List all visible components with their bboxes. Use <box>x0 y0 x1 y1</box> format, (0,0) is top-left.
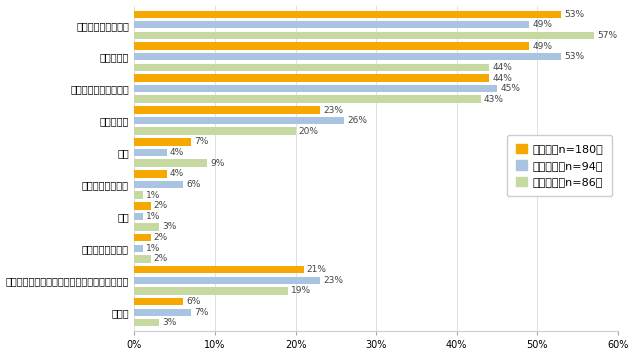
Text: 4%: 4% <box>170 169 184 178</box>
Bar <box>134 277 320 284</box>
Text: 7%: 7% <box>194 137 209 146</box>
Bar <box>134 309 191 316</box>
Text: 53%: 53% <box>565 52 585 61</box>
Text: 3%: 3% <box>162 318 176 327</box>
Text: 53%: 53% <box>565 10 585 19</box>
Bar <box>134 287 288 294</box>
Bar <box>134 170 167 178</box>
Bar <box>134 191 143 199</box>
Bar <box>134 223 158 231</box>
Text: 43%: 43% <box>484 95 504 104</box>
Bar <box>134 117 344 124</box>
Bar <box>134 138 191 146</box>
Text: 9%: 9% <box>210 158 224 168</box>
Text: 57%: 57% <box>597 31 617 40</box>
Text: 23%: 23% <box>323 105 343 115</box>
Text: 4%: 4% <box>170 148 184 157</box>
Bar <box>134 32 593 39</box>
Text: 1%: 1% <box>146 244 160 253</box>
Text: 20%: 20% <box>299 127 319 136</box>
Bar <box>134 21 529 28</box>
Bar <box>134 234 151 241</box>
Bar <box>134 213 143 220</box>
Text: 49%: 49% <box>533 42 552 51</box>
Bar <box>134 53 561 61</box>
Text: 2%: 2% <box>154 255 168 263</box>
Bar <box>134 127 295 135</box>
Text: 19%: 19% <box>291 286 311 295</box>
Text: 2%: 2% <box>154 233 168 242</box>
Text: 49%: 49% <box>533 20 552 29</box>
Text: 45%: 45% <box>500 84 520 93</box>
Bar <box>134 266 304 273</box>
Bar <box>134 255 151 263</box>
Bar <box>134 85 497 92</box>
Text: 23%: 23% <box>323 276 343 285</box>
Bar <box>134 74 489 82</box>
Text: 44%: 44% <box>492 74 512 83</box>
Bar <box>134 11 561 18</box>
Text: 2%: 2% <box>154 201 168 210</box>
Text: 1%: 1% <box>146 190 160 199</box>
Text: 44%: 44% <box>492 63 512 72</box>
Text: 1%: 1% <box>146 212 160 221</box>
Bar <box>134 95 481 103</box>
Bar <box>134 159 207 167</box>
Bar <box>134 42 529 50</box>
Text: 7%: 7% <box>194 308 209 317</box>
Bar <box>134 202 151 210</box>
Bar <box>134 149 167 156</box>
Text: 3%: 3% <box>162 222 176 231</box>
Bar <box>134 181 183 188</box>
Text: 21%: 21% <box>307 265 327 274</box>
Text: 6%: 6% <box>186 297 200 306</box>
Bar <box>134 106 320 114</box>
Legend: 全体　（n=180）, 大都市圏（n=94）, 地方圏　（n=86）: 全体 （n=180）, 大都市圏（n=94）, 地方圏 （n=86） <box>507 135 612 196</box>
Text: 6%: 6% <box>186 180 200 189</box>
Bar <box>134 319 158 326</box>
Text: 26%: 26% <box>347 116 367 125</box>
Bar <box>134 63 489 71</box>
Bar <box>134 245 143 252</box>
Bar <box>134 298 183 305</box>
